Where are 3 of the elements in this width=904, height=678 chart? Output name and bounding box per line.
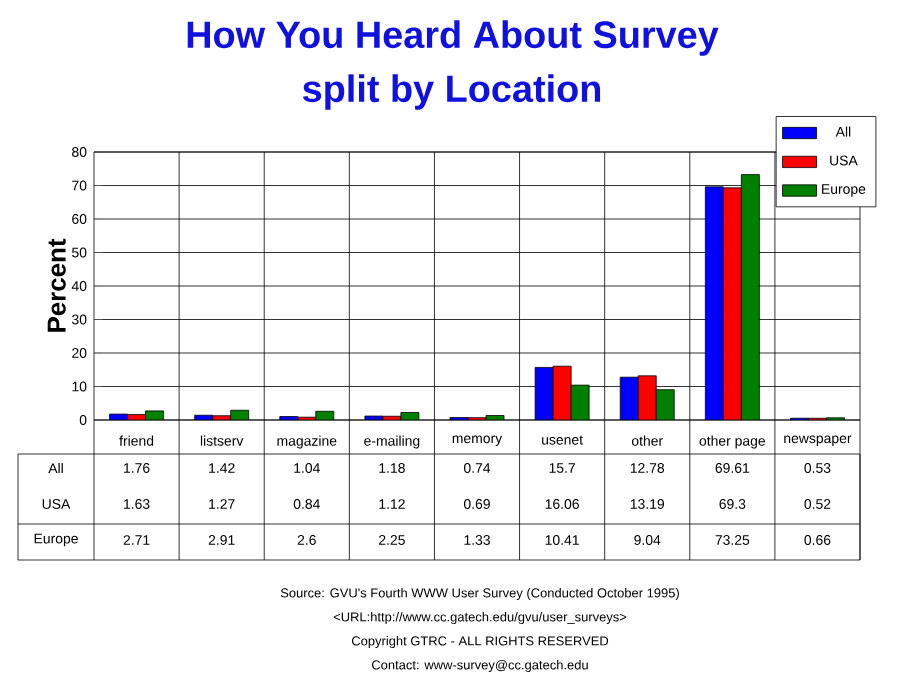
y-axis-title: Percent bbox=[47, 238, 66, 332]
chart-subtitle: split by Location bbox=[302, 74, 601, 110]
chart-title: How You Heard About Survey bbox=[187, 20, 719, 56]
